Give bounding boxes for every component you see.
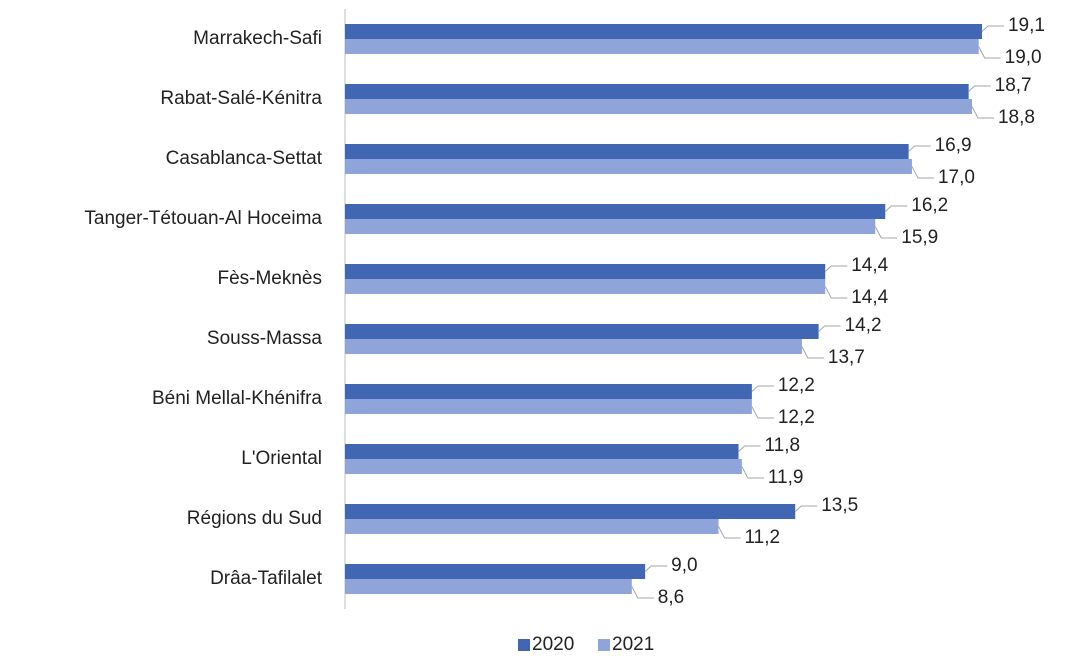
leader-line: [884, 205, 908, 212]
bar: [345, 99, 972, 114]
bar: [345, 144, 909, 159]
leader-line: [738, 445, 761, 452]
data-label: 16,2: [911, 195, 948, 216]
bar: [345, 564, 646, 579]
bar: [345, 504, 796, 519]
data-label: 13,7: [828, 347, 865, 368]
y-tick-label: Rabat-Salé-Kénitra: [160, 88, 322, 109]
bar: [345, 204, 886, 219]
data-label: 12,2: [778, 375, 815, 396]
bar: [345, 384, 752, 399]
leader-line: [981, 25, 1004, 32]
leader-line: [718, 526, 741, 539]
y-tick-label: Drâa-Tafilalet: [210, 568, 323, 589]
leader-line: [971, 106, 994, 119]
bar: [345, 339, 802, 354]
data-label: 9,0: [671, 555, 697, 576]
data-label: 14,2: [845, 315, 882, 336]
data-label: 17,0: [938, 167, 975, 188]
leader-line: [824, 286, 848, 299]
data-label: 11,9: [768, 467, 804, 488]
data-label: 11,8: [765, 435, 801, 456]
leader-line: [644, 565, 668, 572]
data-label: 15,9: [901, 227, 938, 248]
bar: [345, 579, 632, 594]
leader-line: [741, 466, 764, 479]
bar: [345, 279, 826, 294]
y-tick-label: Béni Mellal-Khénifra: [152, 388, 322, 409]
legend-label: 2020: [532, 634, 574, 655]
data-label: 18,8: [998, 107, 1035, 128]
bar: [345, 399, 752, 414]
leader-line: [801, 346, 824, 359]
data-label: 11,2: [745, 527, 781, 548]
y-tick-label: Souss-Massa: [207, 328, 323, 349]
leader-line: [794, 505, 818, 512]
y-tick-label: Marrakech-Safi: [193, 28, 322, 49]
data-label: 16,9: [935, 135, 972, 156]
leader-line: [818, 325, 841, 332]
data-label: 19,1: [1008, 15, 1045, 36]
legend-label: 2021: [612, 634, 654, 655]
leader-line: [978, 46, 1001, 59]
bar: [345, 219, 876, 234]
bar: [345, 84, 969, 99]
leader-line: [751, 406, 774, 419]
bar: [345, 24, 982, 39]
data-label: 18,7: [995, 75, 1032, 96]
bar: [345, 39, 979, 54]
legend-swatch: [598, 639, 610, 651]
y-tick-label: Tanger-Tétouan-Al Hoceima: [84, 208, 322, 229]
y-tick-label: L'Oriental: [241, 448, 322, 469]
legend-swatch: [518, 639, 530, 651]
leader-line: [908, 145, 931, 152]
data-label: 13,5: [821, 495, 858, 516]
leader-line: [631, 586, 654, 599]
bar: [345, 324, 819, 339]
leader-line: [874, 226, 898, 239]
data-label: 14,4: [851, 255, 888, 276]
y-tick-label: Régions du Sud: [187, 508, 322, 529]
leader-line: [911, 166, 934, 179]
bar: [345, 519, 719, 534]
bar: [345, 264, 826, 279]
leader-line: [751, 385, 774, 392]
leader-line: [968, 85, 991, 92]
bar: [345, 459, 742, 474]
data-label: 19,0: [1005, 47, 1042, 68]
y-tick-label: Casablanca-Settat: [166, 148, 323, 169]
data-label: 14,4: [851, 287, 888, 308]
data-label: 12,2: [778, 407, 815, 428]
leader-line: [824, 265, 848, 272]
y-tick-label: Fès-Meknès: [217, 268, 322, 289]
bar: [345, 444, 739, 459]
data-label: 8,6: [658, 587, 684, 608]
bar: [345, 159, 912, 174]
